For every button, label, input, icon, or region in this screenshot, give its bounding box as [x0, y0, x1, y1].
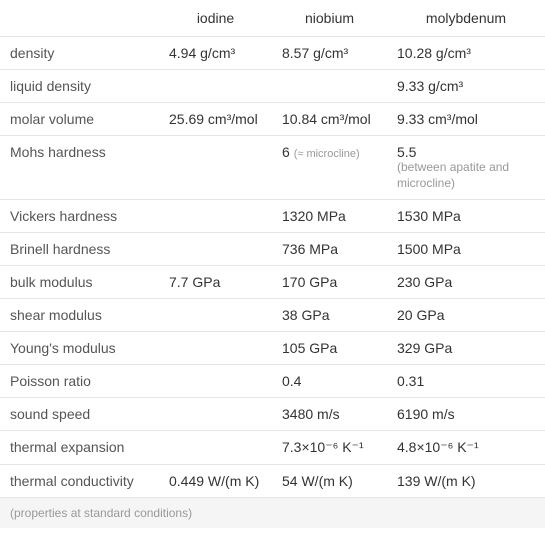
table-row: Young's modulus 105 GPa 329 GPa	[0, 332, 545, 365]
cell-value	[159, 70, 272, 103]
cell-value: 5.5(between apatite and microcline)	[387, 136, 545, 200]
cell-value	[159, 233, 272, 266]
cell-value: 4.8×10⁻⁶ K⁻¹	[387, 431, 545, 465]
cell-value: 1500 MPa	[387, 233, 545, 266]
property-label: thermal conductivity	[0, 465, 159, 498]
cell-value: 9.33 g/cm³	[387, 70, 545, 103]
cell-value: 0.449 W/(m K)	[159, 465, 272, 498]
table-row: thermal conductivity 0.449 W/(m K) 54 W/…	[0, 465, 545, 498]
cell-value: 8.57 g/cm³	[272, 37, 387, 70]
header-molybdenum: molybdenum	[387, 0, 545, 37]
cell-value: 10.28 g/cm³	[387, 37, 545, 70]
header-iodine: iodine	[159, 0, 272, 37]
property-label: shear modulus	[0, 299, 159, 332]
property-label: sound speed	[0, 398, 159, 431]
cell-value: 0.31	[387, 365, 545, 398]
table-row: molar volume 25.69 cm³/mol 10.84 cm³/mol…	[0, 103, 545, 136]
table-row: bulk modulus 7.7 GPa 170 GPa 230 GPa	[0, 266, 545, 299]
property-label: Mohs hardness	[0, 136, 159, 200]
property-label: thermal expansion	[0, 431, 159, 465]
cell-value	[159, 200, 272, 233]
cell-text: 6	[282, 144, 294, 160]
properties-table: iodine niobium molybdenum density 4.94 g…	[0, 0, 545, 498]
property-label: Brinell hardness	[0, 233, 159, 266]
cell-value: 139 W/(m K)	[387, 465, 545, 498]
cell-annotation: (≈ microcline)	[294, 148, 360, 160]
table-row: shear modulus 38 GPa 20 GPa	[0, 299, 545, 332]
property-label: Poisson ratio	[0, 365, 159, 398]
cell-value: 0.4	[272, 365, 387, 398]
cell-value: 10.84 cm³/mol	[272, 103, 387, 136]
cell-value: 230 GPa	[387, 266, 545, 299]
cell-value	[159, 136, 272, 200]
cell-value: 170 GPa	[272, 266, 387, 299]
property-label: bulk modulus	[0, 266, 159, 299]
table-footnote: (properties at standard conditions)	[0, 498, 545, 528]
cell-annotation: (between apatite and microcline)	[397, 160, 535, 191]
cell-value: 1530 MPa	[387, 200, 545, 233]
cell-value	[272, 70, 387, 103]
cell-value: 3480 m/s	[272, 398, 387, 431]
cell-text: 5.5	[397, 144, 416, 160]
table-row: sound speed 3480 m/s 6190 m/s	[0, 398, 545, 431]
cell-value	[159, 365, 272, 398]
property-label: Vickers hardness	[0, 200, 159, 233]
cell-value: 1320 MPa	[272, 200, 387, 233]
table-row: Vickers hardness 1320 MPa 1530 MPa	[0, 200, 545, 233]
property-label: liquid density	[0, 70, 159, 103]
table-row: Brinell hardness 736 MPa 1500 MPa	[0, 233, 545, 266]
cell-value: 6 (≈ microcline)	[272, 136, 387, 200]
cell-value: 20 GPa	[387, 299, 545, 332]
cell-value: 7.7 GPa	[159, 266, 272, 299]
table-row: liquid density 9.33 g/cm³	[0, 70, 545, 103]
cell-value	[159, 332, 272, 365]
cell-value	[159, 398, 272, 431]
header-niobium: niobium	[272, 0, 387, 37]
cell-value: 9.33 cm³/mol	[387, 103, 545, 136]
table-header-row: iodine niobium molybdenum	[0, 0, 545, 37]
cell-value: 105 GPa	[272, 332, 387, 365]
cell-value: 329 GPa	[387, 332, 545, 365]
cell-value: 38 GPa	[272, 299, 387, 332]
cell-value: 4.94 g/cm³	[159, 37, 272, 70]
table-row: Poisson ratio 0.4 0.31	[0, 365, 545, 398]
table-row: density 4.94 g/cm³ 8.57 g/cm³ 10.28 g/cm…	[0, 37, 545, 70]
cell-value: 736 MPa	[272, 233, 387, 266]
table-row: Mohs hardness 6 (≈ microcline) 5.5(betwe…	[0, 136, 545, 200]
cell-value	[159, 299, 272, 332]
property-label: Young's modulus	[0, 332, 159, 365]
property-label: density	[0, 37, 159, 70]
cell-value: 7.3×10⁻⁶ K⁻¹	[272, 431, 387, 465]
table-row: thermal expansion 7.3×10⁻⁶ K⁻¹ 4.8×10⁻⁶ …	[0, 431, 545, 465]
cell-value	[159, 431, 272, 465]
cell-value: 6190 m/s	[387, 398, 545, 431]
header-blank	[0, 0, 159, 37]
cell-value: 54 W/(m K)	[272, 465, 387, 498]
cell-value: 25.69 cm³/mol	[159, 103, 272, 136]
property-label: molar volume	[0, 103, 159, 136]
